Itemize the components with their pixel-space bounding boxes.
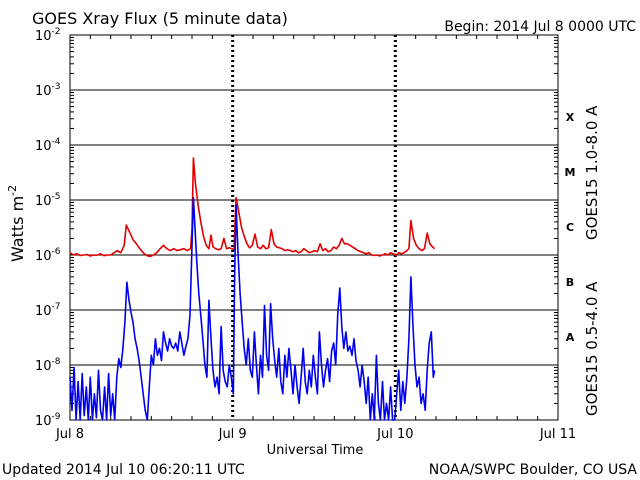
legend-series-long: GOES15 1.0-8.0 A xyxy=(583,105,601,240)
y-tick-label: 10-5 xyxy=(35,192,61,209)
x-axis-label: Universal Time xyxy=(267,443,364,458)
x-tick-label: Jul 10 xyxy=(376,427,413,442)
series-line-1 xyxy=(69,196,436,421)
y-tick-label: 10-6 xyxy=(35,247,61,264)
y-tick-label: 10-4 xyxy=(35,137,61,154)
footer-updated: Updated 2014 Jul 10 06:20:11 UTC xyxy=(2,462,245,478)
flare-class-m: M xyxy=(565,166,576,179)
y-tick-label: 10-9 xyxy=(35,412,61,429)
x-tick-label: Jul 8 xyxy=(55,427,84,442)
y-axis-label: Watts m-2 xyxy=(6,185,27,262)
y-tick-labels: 10-2 10-3 10-4 10-5 10-6 10-7 10-8 10-9 xyxy=(35,27,61,429)
y-tick-label: 10-3 xyxy=(35,82,61,99)
legend-series-short: GOES15 0.5-4.0 A xyxy=(583,281,601,416)
flare-class-x: X xyxy=(566,111,575,124)
x-tick-labels: Jul 8 Jul 9 Jul 10 Jul 11 xyxy=(55,427,576,442)
series-lines xyxy=(69,157,436,421)
x-tick-label: Jul 9 xyxy=(218,427,247,442)
flare-class-labels: X M C B A xyxy=(565,111,576,344)
footer-source: NOAA/SWPC Boulder, CO USA xyxy=(429,462,638,478)
series-line-0 xyxy=(69,157,436,258)
gridlines xyxy=(70,89,558,366)
x-tick-label: Jul 11 xyxy=(539,427,576,442)
y-tick-label: 10-2 xyxy=(35,27,61,44)
y-tick-label: 10-7 xyxy=(35,302,61,319)
y-tick-label: 10-8 xyxy=(35,357,61,374)
chart-title: GOES Xray Flux (5 minute data) xyxy=(32,9,288,28)
flare-class-b: B xyxy=(566,276,574,289)
flare-class-a: A xyxy=(566,331,575,344)
begin-label: Begin: 2014 Jul 8 0000 UTC xyxy=(444,19,636,35)
day-separators xyxy=(231,35,397,420)
flare-class-c: C xyxy=(566,221,574,234)
